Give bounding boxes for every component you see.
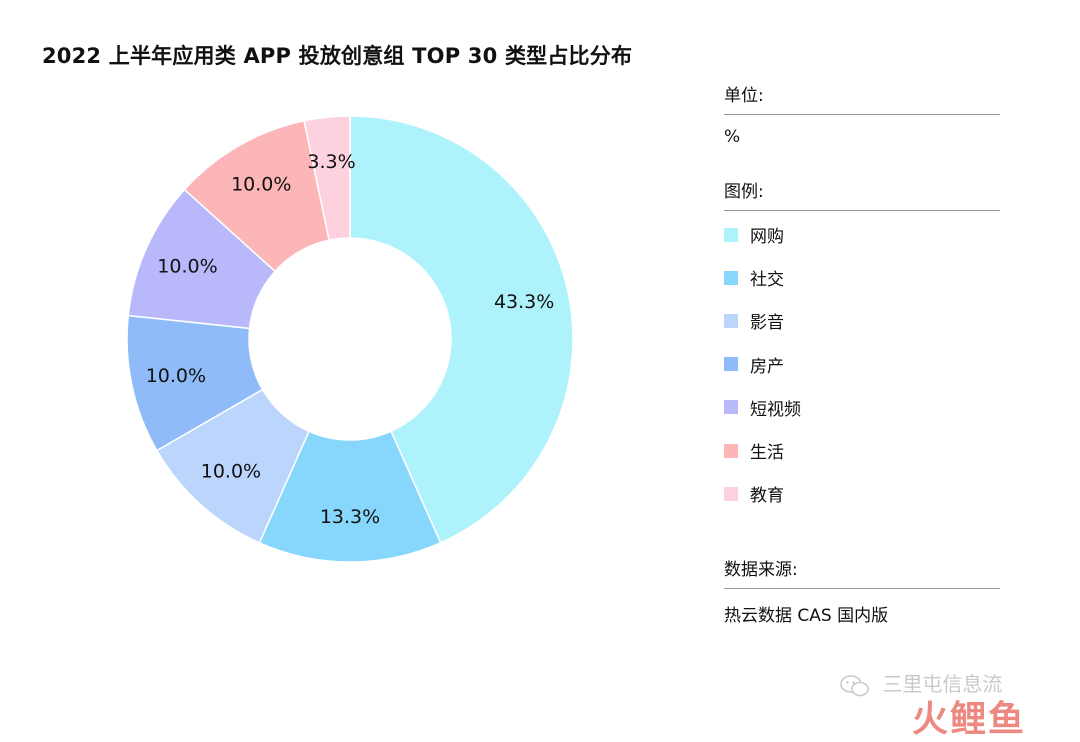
slice-labels: 43.3% 13.3% 10.0% 10.0% 10.0% 10.0% 3.3% [146, 151, 555, 528]
legend-list: 网购社交影音房产短视频生活教育 [724, 211, 1000, 515]
watermark: 三里屯信息流 [840, 668, 1002, 697]
legend-item-3: 房产 [724, 343, 1000, 386]
source-title: 数据来源: [724, 560, 798, 580]
legend-divider [724, 210, 1000, 211]
legend-label-6: 教育 [750, 486, 784, 507]
legend-item-2: 影音 [724, 299, 1000, 342]
unit-value: % [724, 127, 741, 147]
legend-label-0: 网购 [750, 227, 784, 248]
legend-label-5: 生活 [750, 443, 784, 464]
legend-item-4: 短视频 [724, 386, 1000, 429]
slice-label-2: 10.0% [201, 460, 261, 482]
legend-label-1: 社交 [750, 270, 784, 291]
legend-swatch-2 [724, 313, 738, 328]
legend-section: 图例: 网购社交影音房产短视频生活教育 [724, 180, 1000, 558]
slice-label-4: 10.0% [157, 255, 217, 277]
legend-title: 图例: [724, 182, 764, 202]
watermark-text: 三里屯信息流 [882, 672, 1003, 696]
legend-swatch-3 [724, 357, 738, 372]
slice-label-0: 43.3% [494, 291, 554, 313]
brand-logo: 火鲤鱼 [912, 699, 1027, 740]
legend-label-4: 短视频 [750, 399, 801, 420]
legend-label-2: 影音 [750, 313, 784, 334]
unit-divider [724, 114, 1000, 115]
slice-6 [303, 115, 351, 242]
slice-label-3: 10.0% [146, 365, 206, 387]
slice-label-1: 13.3% [320, 506, 380, 528]
source-divider [724, 588, 1000, 589]
legend-swatch-4 [724, 400, 738, 415]
source-section: 数据来源: 热云数据 CAS 国内版 [724, 558, 1000, 626]
legend-swatch-5 [724, 443, 738, 458]
legend-swatch-1 [724, 270, 738, 285]
slice-label-6: 3.3% [307, 151, 355, 173]
side-panel: 单位: % 图例: 网购社交影音房产短视频生活教育 数据来源: 热云数据 CAS… [724, 84, 1000, 626]
donut-chart: 43.3% 13.3% 10.0% 10.0% 10.0% 10.0% 3.3% [126, 115, 574, 563]
legend-item-1: 社交 [724, 256, 1000, 299]
legend-item-5: 生活 [724, 429, 1000, 472]
legend-item-6: 教育 [724, 472, 1000, 515]
legend-swatch-0 [724, 227, 738, 242]
chart-title: 2022 上半年应用类 APP 投放创意组 TOP 30 类型占比分布 [42, 44, 633, 68]
legend-swatch-6 [724, 486, 738, 501]
source-value: 热云数据 CAS 国内版 [724, 606, 889, 626]
unit-section: 单位: % [724, 84, 1000, 180]
unit-title: 单位: [724, 86, 764, 106]
wechat-icon [840, 674, 869, 696]
donut-slices [126, 115, 574, 563]
legend-label-3: 房产 [750, 356, 784, 377]
legend-item-0: 网购 [724, 213, 1000, 256]
slice-label-5: 10.0% [231, 174, 291, 196]
slice-0 [349, 115, 574, 544]
